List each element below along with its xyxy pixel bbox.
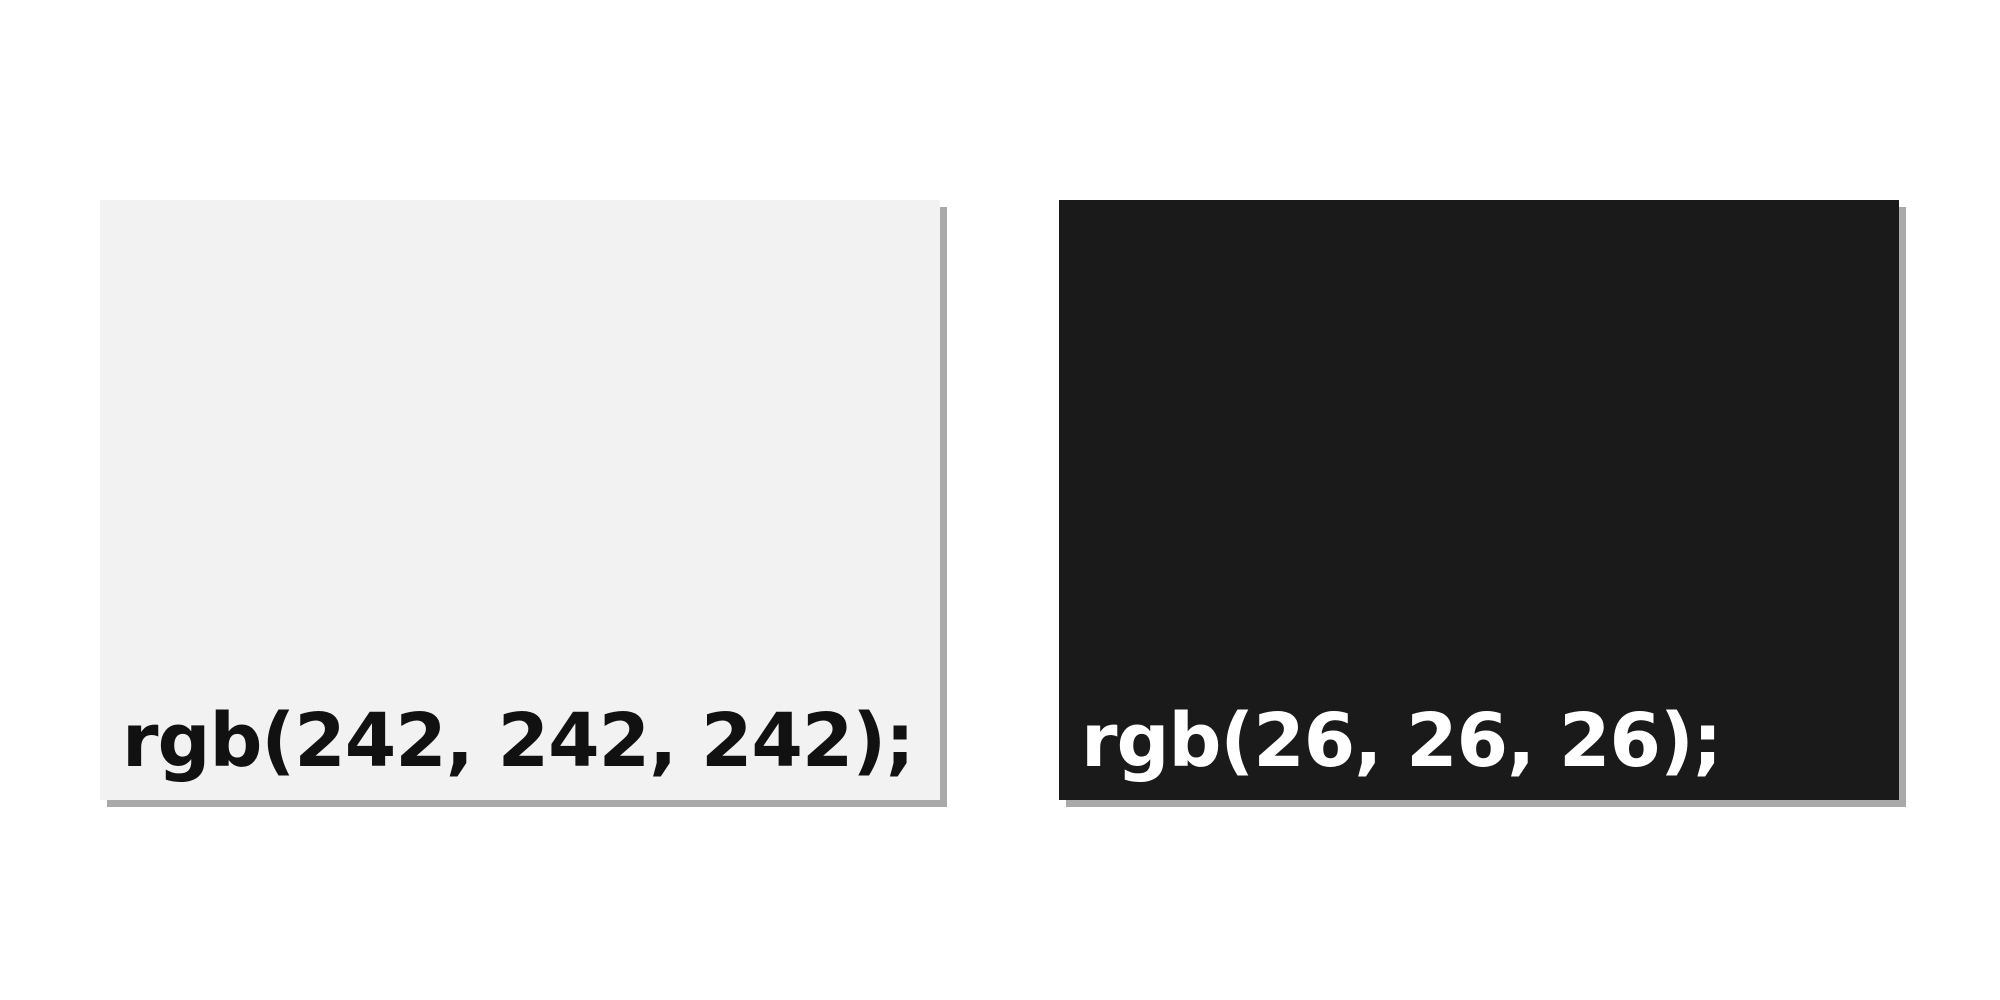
dark-swatch-label: rgb(26, 26, 26); xyxy=(1081,698,1722,784)
light-swatch-label: rgb(242, 242, 242); xyxy=(122,698,915,784)
dark-color-swatch: rgb(26, 26, 26); xyxy=(1059,200,1899,800)
light-color-swatch: rgb(242, 242, 242); xyxy=(100,200,940,800)
